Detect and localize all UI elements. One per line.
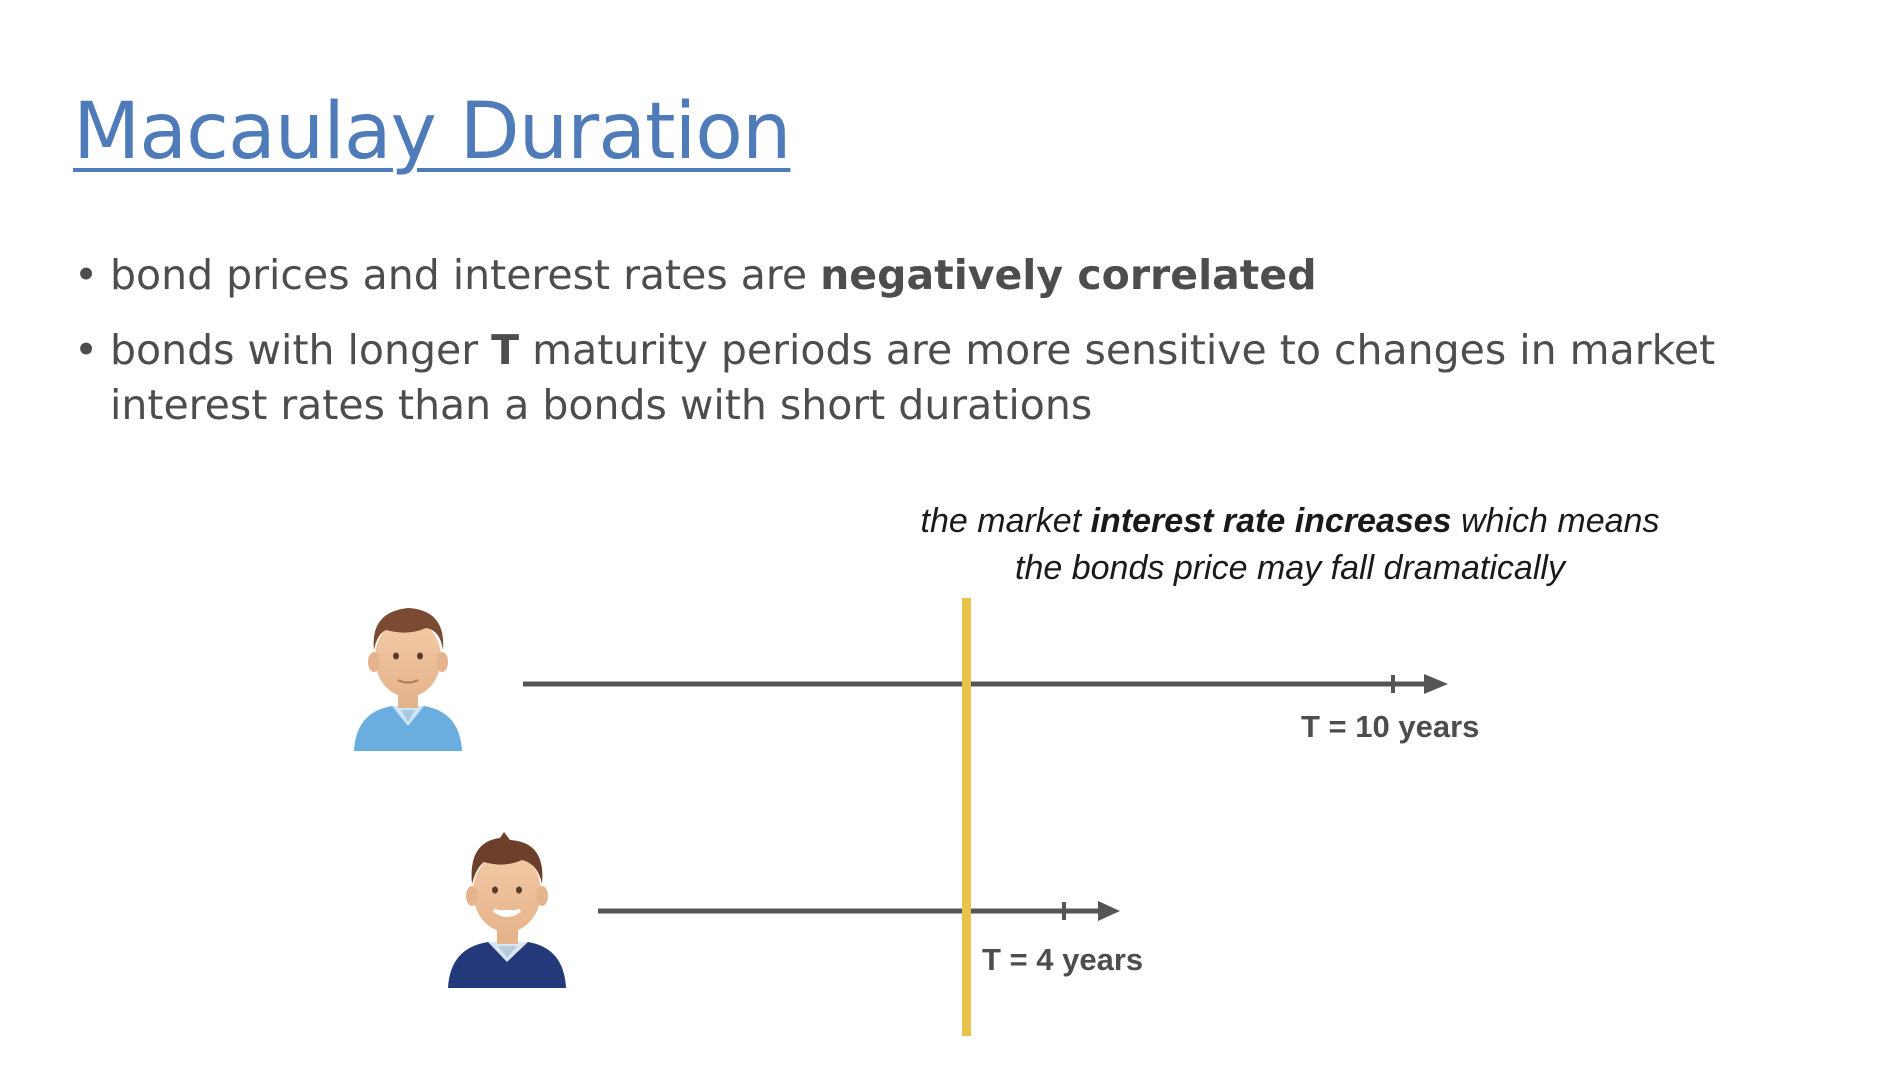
annotation-bold-text: interest rate increases <box>1090 502 1452 540</box>
bullet-item: • bond prices and interest rates are nega… <box>70 248 1790 303</box>
bullet-bold-text: negatively correlated <box>820 251 1317 299</box>
annotation-text: the bonds price may fall dramatically <box>1015 549 1565 587</box>
bullet-text: bond prices and interest rates are <box>110 251 821 299</box>
man-light-sweater-icon <box>354 608 462 751</box>
rate-increase-annotation: the market interest rate increases which… <box>880 498 1700 592</box>
bullet-dot-icon: • <box>74 251 99 299</box>
bullet-list: • bond prices and interest rates are nega… <box>70 248 1790 453</box>
bullet-text: bonds with longer <box>110 326 492 374</box>
annotation-text: which means <box>1451 502 1660 540</box>
slide-title: Macaulay Duration <box>73 87 791 177</box>
interest-rate-change-line <box>962 598 971 1036</box>
man-dark-sweater-icon <box>448 832 566 988</box>
bullet-item: • bonds with longer T maturity periods ar… <box>70 323 1790 433</box>
maturity-label-4-years: T = 4 years <box>982 942 1144 977</box>
bullet-text: maturity periods are more sensitive to c… <box>110 326 1716 429</box>
timeline-arrowhead-icon <box>1098 901 1120 921</box>
bullet-dot-icon: • <box>74 326 99 374</box>
timeline-short <box>598 901 1120 921</box>
timeline-long <box>523 674 1448 694</box>
bullet-bold-text: T <box>491 326 520 374</box>
timeline-arrowhead-icon <box>1424 674 1448 694</box>
annotation-text: the market <box>920 502 1091 540</box>
maturity-label-10-years: T = 10 years <box>1301 709 1480 744</box>
